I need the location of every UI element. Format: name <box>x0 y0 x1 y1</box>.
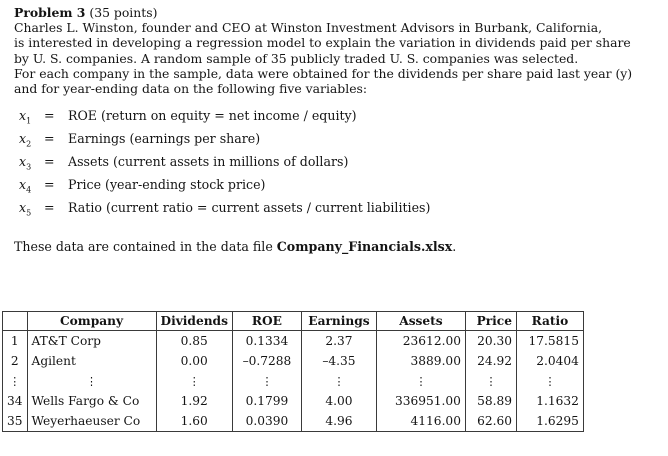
cell-company: AT&T Corp <box>26 330 157 351</box>
column-header-earnings: Earnings <box>300 311 377 331</box>
equals-sign: = <box>44 200 55 216</box>
cell-price: 58.89 <box>464 391 517 411</box>
problem-line-1: Charles L. Winston, founder and CEO at W… <box>14 20 603 36</box>
problem-line-2: is interested in developing a regression… <box>14 35 631 51</box>
variable-row: x4 = Price (year-ending stock price) <box>14 177 659 200</box>
variable-row: x2 = Earnings (earnings per share) <box>14 131 659 154</box>
variable-description: Ratio (current ratio = current assets / … <box>68 200 431 216</box>
column-header-dividends: Dividends <box>155 311 233 331</box>
cell-dividends: 0.00 <box>155 351 233 371</box>
ellipsis-mark: ⋮ <box>464 371 517 391</box>
ellipsis-mark: ⋮ <box>515 371 584 391</box>
cell-price: 62.60 <box>464 411 517 432</box>
cell-roe: 0.1799 <box>231 391 302 411</box>
equals-sign: = <box>44 108 55 124</box>
ellipsis-mark: ⋮ <box>155 371 233 391</box>
cell-assets: 23612.00 <box>375 330 466 351</box>
problem-points: (35 points) <box>89 5 158 20</box>
problem-line-4: For each company in the sample, data wer… <box>14 65 633 81</box>
cell-company: Agilent <box>26 351 157 371</box>
column-header-price: Price <box>464 311 517 331</box>
problem-heading: Problem 3 (35 points) <box>14 5 659 20</box>
cell-earnings: 4.00 <box>300 391 377 411</box>
variable-symbol: x4 <box>19 177 32 195</box>
ellipsis-mark: ⋮ <box>26 371 157 391</box>
variable-row: x5 = Ratio (current ratio = current asse… <box>14 200 659 223</box>
cell-ratio: 1.1632 <box>515 391 584 411</box>
cell-dividends: 1.92 <box>155 391 233 411</box>
variable-list: x1 = ROE (return on equity = net income … <box>14 108 659 223</box>
cell-ratio: 2.0404 <box>515 351 584 371</box>
cell-dividends: 1.60 <box>155 411 233 432</box>
cell-roe: –0.7288 <box>231 351 302 371</box>
table-row: 1 AT&T Corp 0.85 0.1334 2.37 23612.00 20… <box>2 330 584 351</box>
ellipsis-row: ⋮ ⋮ ⋮ ⋮ ⋮ ⋮ ⋮ ⋮ <box>2 371 584 391</box>
table-row: 34 Wells Fargo & Co 1.92 0.1799 4.00 336… <box>2 391 584 411</box>
ellipsis-mark: ⋮ <box>300 371 377 391</box>
variable-description: Assets (current assets in millions of do… <box>68 154 349 170</box>
cell-earnings: –4.35 <box>300 351 377 371</box>
cell-earnings: 2.37 <box>300 330 377 351</box>
ellipsis-mark: ⋮ <box>375 371 466 391</box>
cell-assets: 336951.00 <box>375 391 466 411</box>
variable-description: ROE (return on equity = net income / equ… <box>68 108 357 124</box>
cell-dividends: 0.85 <box>155 330 233 351</box>
column-header-roe: ROE <box>231 311 302 331</box>
problem-line-3: by U. S. companies. A random sample of 3… <box>14 50 579 66</box>
cell-earnings: 4.96 <box>300 411 377 432</box>
cell-assets: 3889.00 <box>375 351 466 371</box>
cell-company: Wells Fargo & Co <box>26 391 157 411</box>
row-index: 35 <box>2 411 28 432</box>
cell-price: 20.30 <box>464 330 517 351</box>
problem-document: Problem 3 (35 points) Charles L. Winston… <box>14 5 659 254</box>
equals-sign: = <box>44 154 55 170</box>
variable-row: x3 = Assets (current assets in millions … <box>14 154 659 177</box>
financials-table: Company Dividends ROE Earnings Assets Pr… <box>2 311 584 432</box>
table-row: 2 Agilent 0.00 –0.7288 –4.35 3889.00 24.… <box>2 351 584 371</box>
variable-row: x1 = ROE (return on equity = net income … <box>14 108 659 131</box>
variable-symbol: x5 <box>19 200 32 218</box>
equals-sign: = <box>44 131 55 147</box>
ellipsis-mark: ⋮ <box>231 371 302 391</box>
cell-price: 24.92 <box>464 351 517 371</box>
row-index: 2 <box>2 351 28 371</box>
row-index: 34 <box>2 391 28 411</box>
column-header-company: Company <box>26 311 157 331</box>
problem-line-5: and for year-ending data on the followin… <box>14 81 368 97</box>
equals-sign: = <box>44 177 55 193</box>
data-file-note: These data are contained in the data fil… <box>14 239 457 255</box>
table-row: 35 Weyerhaeuser Co 1.60 0.0390 4.96 4116… <box>2 411 584 432</box>
cell-ratio: 17.5815 <box>515 330 584 351</box>
variable-description: Price (year-ending stock price) <box>68 177 266 193</box>
variable-symbol: x3 <box>19 154 32 172</box>
variable-symbol: x2 <box>19 131 32 149</box>
cell-roe: 0.0390 <box>231 411 302 432</box>
ellipsis-mark: ⋮ <box>2 371 28 391</box>
column-header-assets: Assets <box>375 311 466 331</box>
cell-company: Weyerhaeuser Co <box>26 411 157 432</box>
row-index: 1 <box>2 330 28 351</box>
data-filename: Company_Financials.xlsx <box>276 239 453 255</box>
column-header-index <box>2 311 28 331</box>
variable-symbol: x1 <box>19 108 32 126</box>
cell-assets: 4116.00 <box>375 411 466 432</box>
column-header-ratio: Ratio <box>515 311 584 331</box>
cell-roe: 0.1334 <box>231 330 302 351</box>
cell-ratio: 1.6295 <box>515 411 584 432</box>
variable-description: Earnings (earnings per share) <box>68 131 261 147</box>
table-header-row: Company Dividends ROE Earnings Assets Pr… <box>2 311 584 331</box>
problem-title: Problem 3 <box>14 5 86 20</box>
